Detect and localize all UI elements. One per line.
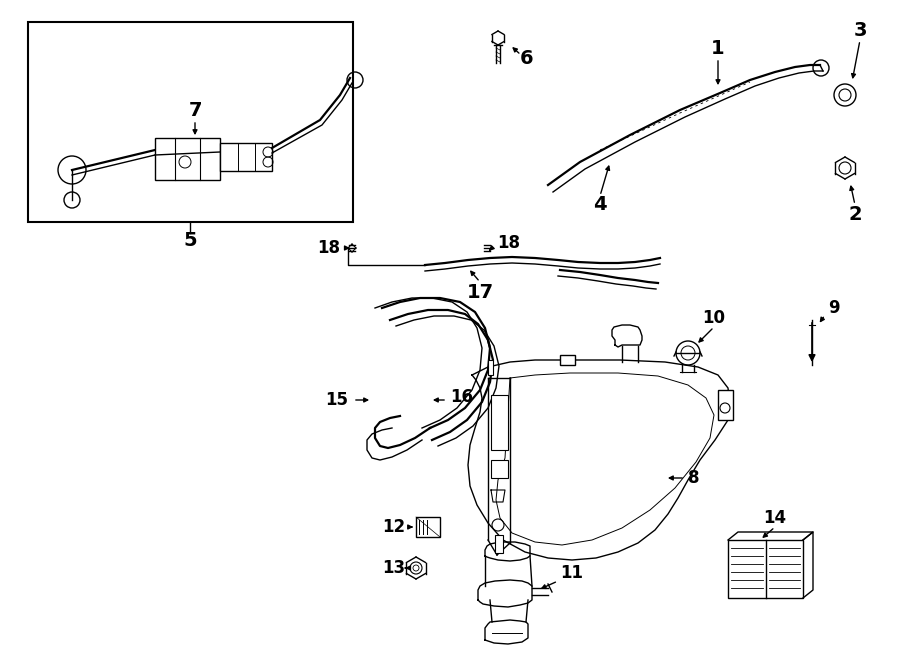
Text: 16: 16 — [450, 388, 473, 406]
Bar — [28, 22, 353, 222]
Polygon shape — [478, 580, 532, 607]
Bar — [220, 143, 272, 171]
Text: 1: 1 — [711, 38, 724, 58]
Polygon shape — [485, 620, 528, 644]
Text: 5: 5 — [184, 231, 197, 249]
Bar — [491, 460, 508, 478]
Text: 14: 14 — [763, 509, 787, 527]
Text: 8: 8 — [688, 469, 699, 487]
Bar — [718, 390, 733, 420]
Text: 18: 18 — [497, 234, 520, 252]
Bar — [491, 395, 508, 450]
Polygon shape — [612, 325, 642, 347]
Bar — [495, 535, 503, 553]
Text: 11: 11 — [560, 564, 583, 582]
Bar — [488, 360, 493, 375]
Text: 17: 17 — [466, 282, 493, 301]
Bar — [416, 517, 440, 537]
Bar — [728, 540, 803, 598]
Text: 9: 9 — [828, 299, 840, 317]
Text: 4: 4 — [593, 196, 607, 215]
Text: 7: 7 — [188, 100, 202, 120]
Polygon shape — [468, 360, 730, 560]
Text: 18: 18 — [317, 239, 340, 257]
Bar — [155, 138, 220, 180]
Text: 13: 13 — [382, 559, 405, 577]
Text: 15: 15 — [325, 391, 348, 409]
Bar — [560, 355, 575, 365]
Text: 12: 12 — [382, 518, 405, 536]
Text: 3: 3 — [853, 20, 867, 40]
Text: 6: 6 — [520, 48, 534, 67]
Text: 2: 2 — [848, 206, 862, 225]
Polygon shape — [485, 542, 530, 561]
Text: 10: 10 — [703, 309, 725, 327]
